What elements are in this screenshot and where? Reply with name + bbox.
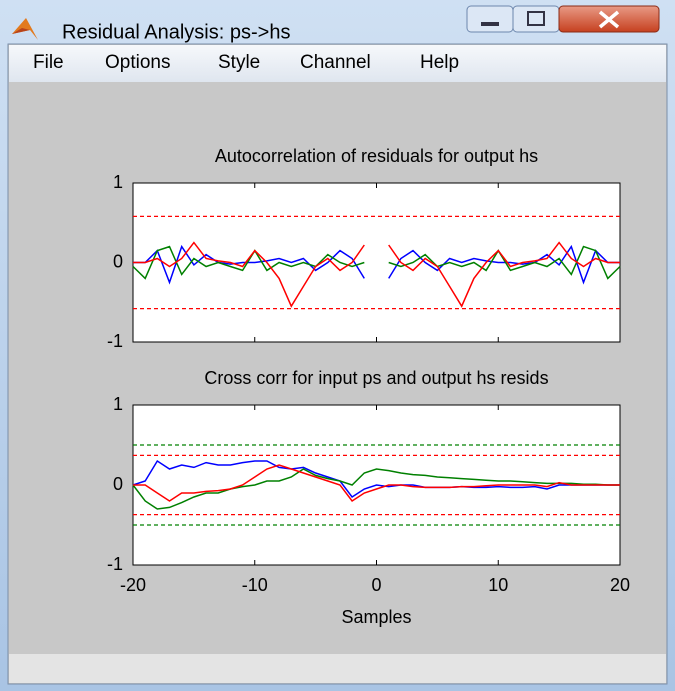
x-tick-label: -20 xyxy=(120,575,146,595)
y-tick-label: 1 xyxy=(113,394,123,414)
menu-item[interactable]: Style xyxy=(218,52,260,73)
x-axis-label: Samples xyxy=(341,607,411,627)
client-area xyxy=(8,44,667,684)
y-tick-label: 0 xyxy=(113,251,123,271)
chart-title: Autocorrelation of residuals for output … xyxy=(215,146,538,166)
minimize-button[interactable] xyxy=(467,6,513,32)
menu-item[interactable]: Help xyxy=(420,52,459,73)
x-tick-label: 0 xyxy=(371,575,381,595)
status-bar xyxy=(9,654,666,683)
x-tick-label: -10 xyxy=(242,575,268,595)
x-tick-label: 10 xyxy=(488,575,508,595)
menu-item[interactable]: Channel xyxy=(300,52,371,73)
x-tick-label: 20 xyxy=(610,575,630,595)
minimize-glyph xyxy=(481,22,499,26)
plot-area xyxy=(133,183,620,342)
y-tick-label: 1 xyxy=(113,172,123,192)
menu-item[interactable]: File xyxy=(33,52,64,73)
y-tick-label: -1 xyxy=(107,331,123,351)
chart-title: Cross corr for input ps and output hs re… xyxy=(204,368,548,388)
maximize-button[interactable] xyxy=(513,6,559,32)
y-tick-label: 0 xyxy=(113,474,123,494)
page: Residual Analysis: ps->hs File Options S… xyxy=(0,0,675,691)
window: Residual Analysis: ps->hs File Options S… xyxy=(0,0,675,691)
window-title: Residual Analysis: ps->hs xyxy=(62,21,290,43)
menu-item[interactable]: Options xyxy=(105,52,170,73)
y-tick-label: -1 xyxy=(107,554,123,574)
